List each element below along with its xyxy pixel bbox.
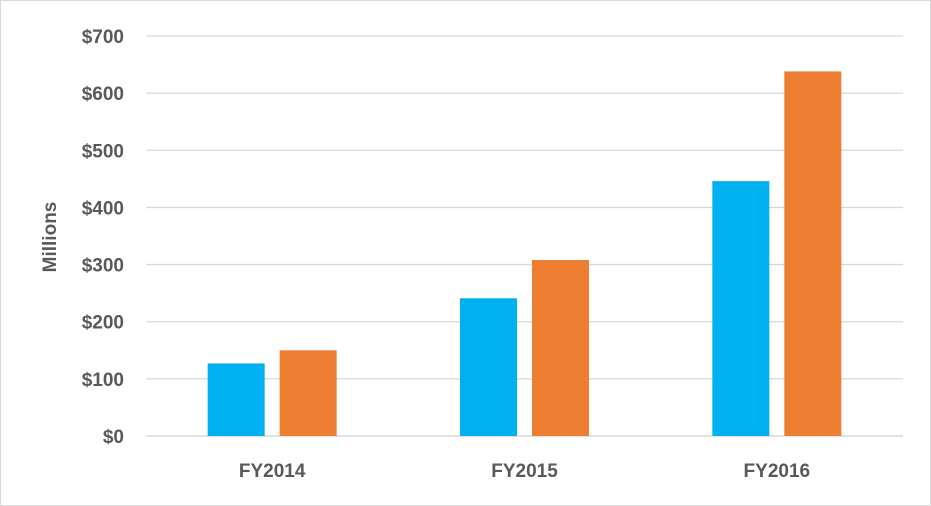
y-tick-label: $0 bbox=[103, 427, 124, 448]
y-tick-label: $200 bbox=[82, 313, 124, 334]
y-axis-ticks: $0 $100 $200 $300 $400 $500 $600 $700 bbox=[82, 27, 124, 448]
y-tick-label: $600 bbox=[82, 84, 124, 105]
y-axis-title: Millions bbox=[40, 202, 61, 273]
y-tick-label: $300 bbox=[82, 256, 124, 277]
x-tick-label: FY2016 bbox=[744, 461, 811, 482]
bar-series-1-fy2015 bbox=[460, 298, 517, 436]
bar-series-1-fy2016 bbox=[712, 181, 770, 436]
x-tick-label: FY2015 bbox=[491, 461, 558, 482]
x-axis-ticks: FY2014 FY2015 FY2016 bbox=[239, 461, 810, 482]
bars bbox=[207, 71, 842, 436]
y-tick-label: $700 bbox=[82, 27, 124, 48]
y-tick-label: $100 bbox=[82, 370, 124, 391]
y-tick-label: $500 bbox=[82, 141, 124, 162]
bar-series-2-fy2016 bbox=[784, 71, 842, 436]
bar-series-1-fy2014 bbox=[207, 363, 265, 436]
bar-series-2-fy2015 bbox=[532, 260, 589, 436]
y-tick-label: $400 bbox=[82, 198, 124, 219]
bar-series-2-fy2014 bbox=[279, 350, 337, 436]
gridlines bbox=[146, 35, 903, 437]
x-tick-label: FY2014 bbox=[239, 461, 306, 482]
